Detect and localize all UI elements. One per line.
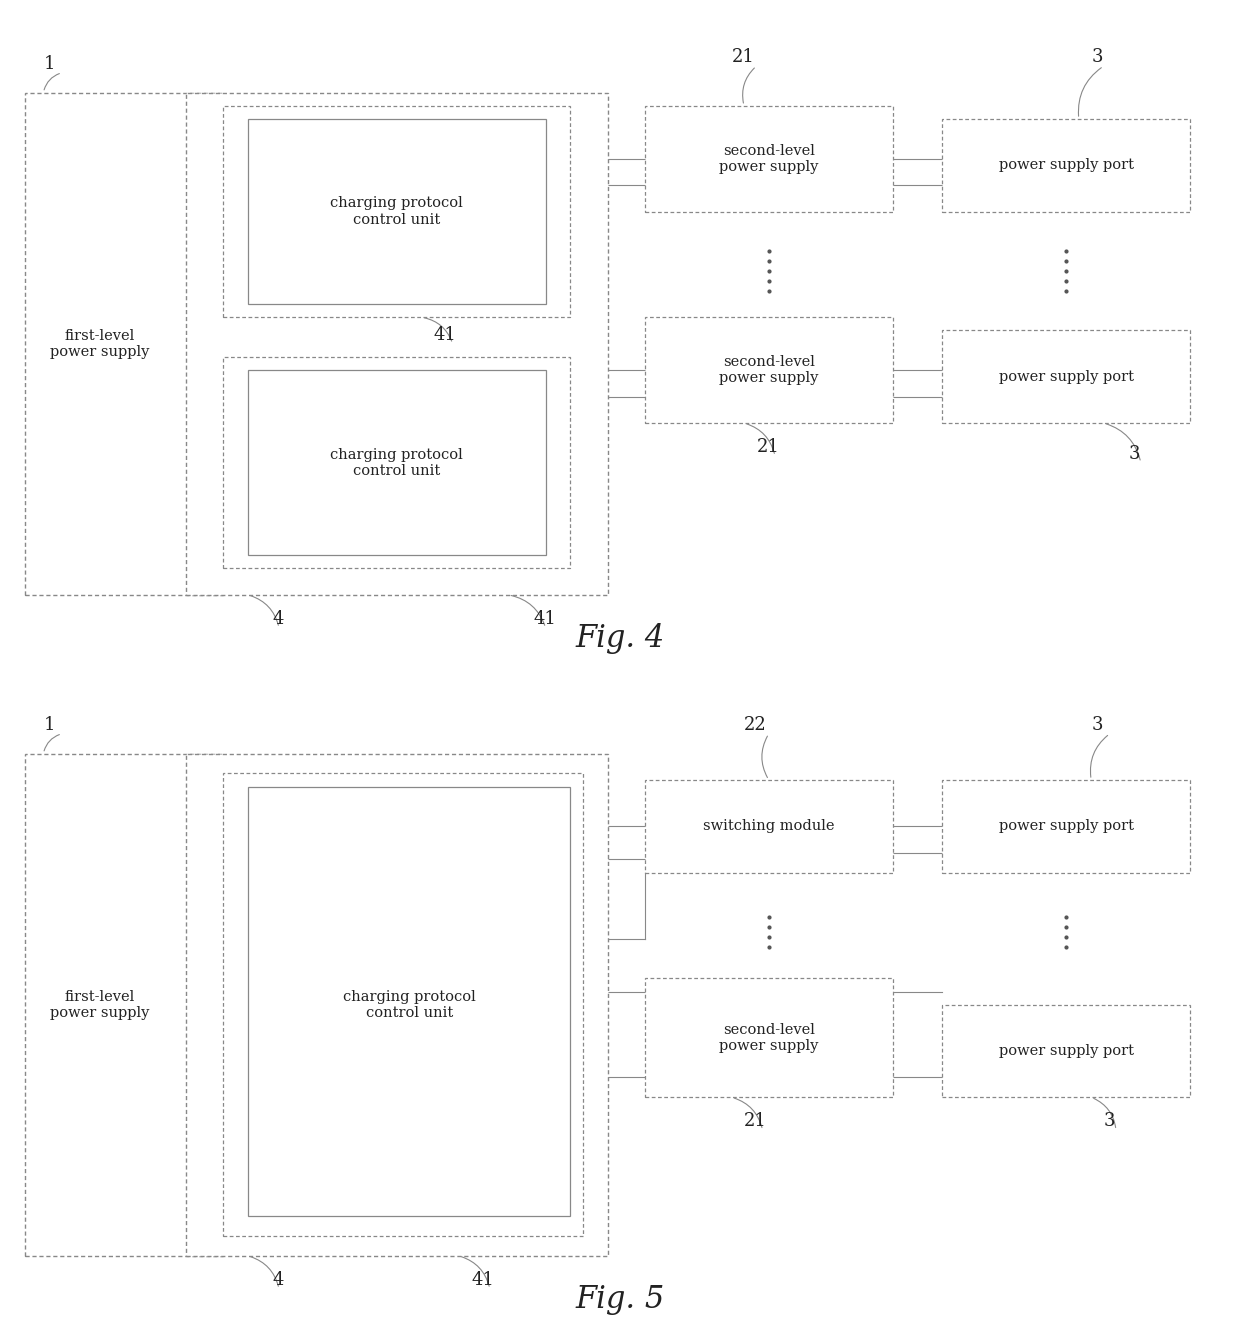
- Text: power supply port: power supply port: [999, 159, 1133, 172]
- Text: power supply port: power supply port: [999, 820, 1133, 833]
- Text: charging protocol
control unit: charging protocol control unit: [330, 448, 464, 477]
- Bar: [248, 119, 546, 304]
- Bar: [223, 106, 570, 317]
- Text: charging protocol
control unit: charging protocol control unit: [342, 990, 476, 1019]
- Bar: [942, 780, 1190, 873]
- Text: 1: 1: [43, 715, 55, 734]
- Text: 41: 41: [434, 325, 456, 344]
- Text: 4: 4: [273, 609, 284, 628]
- Text: power supply port: power supply port: [999, 370, 1133, 383]
- Bar: [223, 773, 583, 1236]
- Bar: [248, 787, 570, 1216]
- Bar: [186, 754, 608, 1256]
- Text: 22: 22: [744, 715, 766, 734]
- Text: 41: 41: [533, 609, 556, 628]
- Text: switching module: switching module: [703, 820, 835, 833]
- Text: 3: 3: [1091, 715, 1102, 734]
- Bar: [942, 1005, 1190, 1097]
- Text: charging protocol
control unit: charging protocol control unit: [330, 197, 464, 226]
- Text: second-level
power supply: second-level power supply: [719, 356, 818, 385]
- Bar: [223, 357, 570, 568]
- Text: first-level
power supply: first-level power supply: [50, 329, 149, 358]
- Bar: [186, 93, 608, 595]
- Text: second-level
power supply: second-level power supply: [719, 1023, 818, 1052]
- Text: 41: 41: [471, 1270, 494, 1289]
- Bar: [248, 370, 546, 555]
- Text: 21: 21: [744, 1112, 766, 1130]
- Text: Fig. 4: Fig. 4: [575, 624, 665, 654]
- Text: 21: 21: [732, 48, 754, 66]
- Text: 3: 3: [1104, 1112, 1115, 1130]
- Text: 21: 21: [756, 438, 779, 456]
- Bar: [645, 317, 893, 423]
- Bar: [645, 780, 893, 873]
- Bar: [645, 978, 893, 1097]
- Bar: [25, 93, 223, 595]
- Bar: [942, 330, 1190, 423]
- Text: second-level
power supply: second-level power supply: [719, 144, 818, 173]
- Text: 1: 1: [43, 54, 55, 73]
- Text: first-level
power supply: first-level power supply: [50, 990, 149, 1019]
- Text: Fig. 5: Fig. 5: [575, 1285, 665, 1315]
- Text: 3: 3: [1128, 444, 1140, 463]
- Text: power supply port: power supply port: [999, 1044, 1133, 1058]
- Text: 4: 4: [273, 1270, 284, 1289]
- Bar: [25, 754, 223, 1256]
- Text: 3: 3: [1091, 48, 1102, 66]
- Bar: [942, 119, 1190, 212]
- Bar: [645, 106, 893, 212]
